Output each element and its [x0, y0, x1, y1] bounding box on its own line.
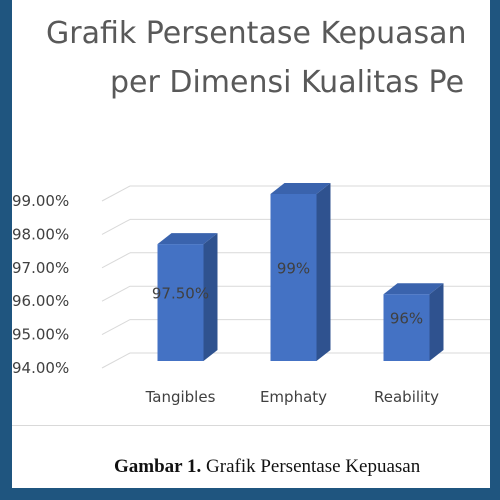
y-tick-label: 98.00%	[12, 225, 69, 243]
chart-title-line-2: per Dimensi Kualitas Pe	[110, 65, 465, 100]
bar-side	[203, 233, 218, 361]
bar	[270, 194, 317, 361]
gridline-depth	[101, 285, 131, 302]
gridline-depth	[101, 352, 131, 369]
bar-side	[316, 183, 331, 361]
bar	[157, 244, 204, 361]
bar	[383, 294, 430, 361]
x-tick-label: Reability	[374, 388, 439, 406]
figure-frame: Grafik Persentase Kepuasan per Dimensi K…	[12, 0, 490, 488]
caption-label: Gambar 1.	[114, 456, 202, 477]
x-tick-label: Emphaty	[260, 388, 327, 406]
bar-top	[383, 283, 444, 295]
data-label: 99%	[277, 260, 310, 278]
gridline-depth	[101, 218, 131, 235]
gridline-depth	[101, 185, 131, 202]
chart-plot: 94.00% 95.00% 96.00% 97.00% 98.00% 99.00% 97.5…	[12, 183, 490, 406]
y-tick-label: 99.00%	[12, 192, 69, 210]
y-tick-label: 97.00%	[12, 259, 69, 277]
bar-top	[270, 183, 331, 194]
y-tick-label: 94.00%	[12, 359, 69, 377]
bar-top	[157, 233, 218, 245]
data-label: 97.50%	[152, 285, 209, 303]
gridline-depth	[101, 252, 131, 269]
caption-text: Grafik Persentase Kepuasan	[201, 456, 421, 477]
y-tick-label: 96.00%	[12, 292, 69, 310]
bar-side	[429, 283, 444, 361]
gridline-depth	[101, 319, 131, 336]
caption-separator	[12, 425, 490, 426]
data-label: 96%	[390, 310, 423, 328]
y-tick-label: 95.00%	[12, 326, 69, 344]
figure-caption: Gambar 1. Grafik Persentase Kepuasan	[114, 456, 420, 478]
chart-title-line-1: Grafik Persentase Kepuasan	[46, 16, 467, 51]
x-tick-label: Tangibles	[145, 388, 216, 406]
